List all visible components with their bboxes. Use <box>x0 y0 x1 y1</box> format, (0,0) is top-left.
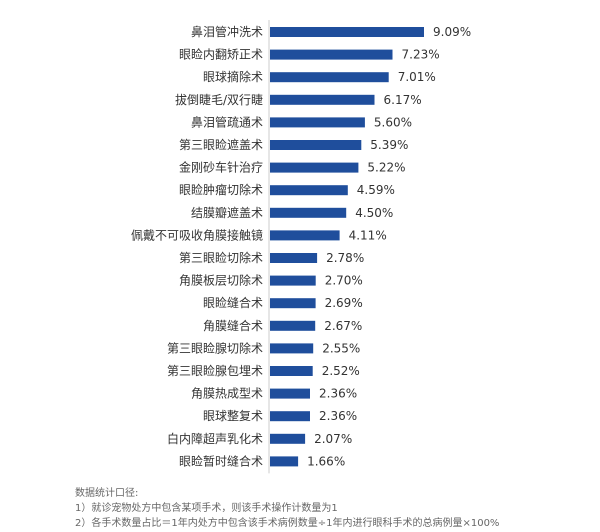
footnote-line-1: 1）就诊宠物处方中包含某项手术，则该手术操作计数量为1 <box>75 503 338 514</box>
bar <box>270 49 393 60</box>
bar <box>270 366 313 376</box>
bar <box>270 207 347 218</box>
value-label: 2.36% <box>319 387 357 401</box>
bar <box>270 320 316 331</box>
category-label: 眼睑暂时缝合术 <box>179 453 263 468</box>
category-label: 第三眼睑遮盖术 <box>179 137 263 152</box>
bar <box>270 253 318 263</box>
category-label: 角膜板层切除术 <box>179 273 263 288</box>
bar <box>270 456 299 467</box>
value-label: 2.78% <box>326 251 364 265</box>
bar <box>270 388 310 399</box>
category-label: 金刚砂车针治疗 <box>179 160 263 175</box>
category-label: 第三眼睑腺包埋术 <box>167 364 263 378</box>
category-label: 佩戴不可吸收角膜接触镜 <box>131 227 263 242</box>
bar <box>270 230 340 241</box>
value-label: 4.59% <box>357 183 395 197</box>
bar <box>270 94 375 105</box>
bar-chart: 鼻泪管冲洗术 9.09% 眼睑内翻矫正术 7.23% 眼球摘除术 7.01% 拔倒睫毛/双行… <box>131 20 471 474</box>
bar <box>270 27 424 37</box>
category-label: 眼睑内翻矫正术 <box>179 47 263 62</box>
value-label: 6.17% <box>384 93 422 107</box>
category-label: 眼球整复术 <box>203 408 263 423</box>
category-label: 眼睑肿瘤切除术 <box>179 182 263 197</box>
value-label: 7.23% <box>402 48 440 62</box>
category-label: 鼻泪管疏通术 <box>191 114 263 129</box>
value-label: 4.11% <box>349 228 387 242</box>
bar <box>270 185 348 196</box>
bar <box>270 343 314 354</box>
value-label: 5.60% <box>374 115 412 129</box>
bar <box>270 433 306 444</box>
bar <box>270 275 316 286</box>
value-label: 2.07% <box>314 432 352 446</box>
category-label: 拔倒睫毛/双行睫 <box>175 92 263 107</box>
value-label: 4.50% <box>355 206 393 220</box>
bar <box>270 140 362 150</box>
category-label: 结膜瓣遮盖术 <box>191 205 263 220</box>
value-label: 7.01% <box>398 70 436 84</box>
category-label: 眼睑缝合术 <box>203 295 263 310</box>
category-label: 鼻泪管冲洗术 <box>191 24 263 39</box>
value-label: 2.36% <box>319 409 357 423</box>
bar <box>270 411 310 422</box>
footnote-heading: 数据统计口径: <box>75 488 139 499</box>
bar <box>270 72 389 83</box>
bar <box>270 117 365 128</box>
value-label: 5.22% <box>367 161 405 175</box>
category-label: 眼球摘除术 <box>203 69 263 84</box>
value-label: 2.69% <box>325 296 363 310</box>
category-label: 白内障超声乳化术 <box>167 431 263 446</box>
bar <box>270 298 316 309</box>
category-label: 角膜热成型术 <box>191 387 263 401</box>
value-label: 5.39% <box>370 138 408 152</box>
value-label: 2.52% <box>322 364 360 378</box>
value-label: 2.55% <box>322 341 360 355</box>
value-label: 1.66% <box>307 454 345 468</box>
category-label: 第三眼睑切除术 <box>179 250 263 265</box>
bar <box>270 162 359 173</box>
category-label: 角膜缝合术 <box>203 318 263 333</box>
value-label: 9.09% <box>433 25 471 39</box>
footnote-line-2: 2）各手术数量占比＝1年内处方中包含该手术病例数量÷1年内进行眼科手术的总病例量… <box>75 518 500 529</box>
category-label: 第三眼睑腺切除术 <box>167 340 263 355</box>
value-label: 2.70% <box>325 274 363 288</box>
value-label: 2.67% <box>324 319 362 333</box>
